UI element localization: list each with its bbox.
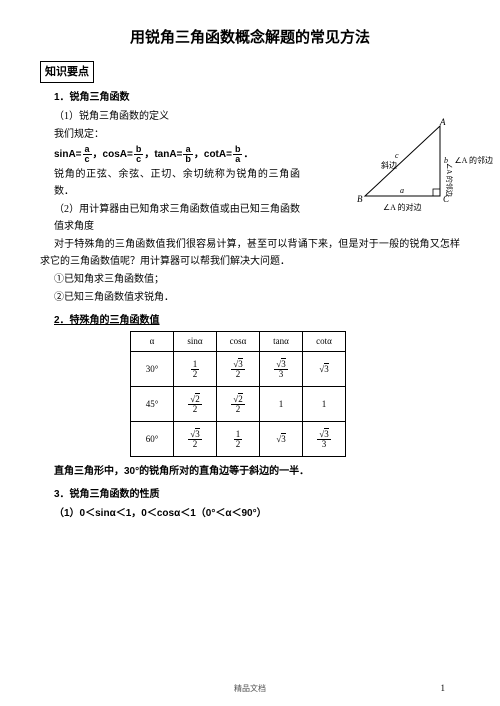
frac-cot: ba: [233, 145, 243, 164]
t-dot: ．: [243, 149, 253, 160]
heading-2: 2．特殊角的三角函数值: [54, 312, 460, 329]
t-cos: ，cosA=: [93, 149, 133, 160]
table-header-row: α sinα cosα tanα cotα: [131, 332, 346, 352]
th-alpha: α: [131, 332, 174, 352]
section-box: 知识要点: [40, 61, 94, 84]
para-7: ②已知三角函数值求锐角．: [54, 289, 460, 306]
t-sin: sinA=: [54, 149, 82, 160]
cell-alpha: 60°: [131, 422, 174, 457]
frac-tan: ab: [183, 145, 193, 164]
footer-center: 精品文档: [0, 682, 500, 696]
para-9: （1）0＜sinα＜1，0＜cosα＜1（0°＜α＜90°）: [54, 505, 460, 522]
lbl-B: B: [357, 194, 363, 204]
page: 用锐角三角函数概念解题的常见方法 知识要点 1．锐角三角函数 （1）锐角三角函数…: [0, 0, 500, 706]
cell-alpha: 30°: [131, 352, 174, 387]
doc-title: 用锐角三角函数概念解题的常见方法: [40, 25, 460, 51]
table-row: 30°12√32√33√3: [131, 352, 346, 387]
lbl-opp2: ∠A 的邻边: [454, 154, 493, 168]
cell-tan: 1: [260, 387, 303, 422]
heading-1: 1．锐角三角函数: [54, 89, 460, 106]
frac-cos: bc: [134, 145, 144, 164]
cell-tan: √33: [260, 352, 303, 387]
t-tan: ，tanA=: [144, 149, 182, 160]
cell-cos: √32: [217, 352, 260, 387]
cell-tan: √3: [260, 422, 303, 457]
para-6: ①已知角求三角函数值；: [54, 271, 460, 288]
lbl-A: A: [439, 118, 446, 127]
lbl-opp: ∠A 的邻边: [445, 163, 454, 197]
triangle-svg: A B C a b c 斜边 ∠A 的邻边 ∠A 的对边: [345, 118, 465, 213]
trig-table: α sinα cosα tanα cotα 30°12√32√33√3 45°√…: [130, 331, 346, 457]
lbl-adj: ∠A 的对边: [383, 202, 422, 212]
cell-cos: √22: [217, 387, 260, 422]
para-4: （2）用计算器由已知角求三角函数值或由已知三角函数值求角度: [54, 201, 300, 235]
cell-cot: 1: [303, 387, 346, 422]
para-5: 对于特殊角的三角函数值我们很容易计算，甚至可以背诵下来，但是对于一般的锐角又怎样…: [40, 236, 460, 270]
para-3: 锐角的正弦、余弦、正切、余切统称为锐角的三角函数．: [54, 166, 300, 200]
table-row: 45°√22√2211: [131, 387, 346, 422]
cell-sin: √32: [174, 422, 217, 457]
cell-cot: √33: [303, 422, 346, 457]
lbl-hyp: 斜边: [381, 160, 397, 170]
th-cot: cotα: [303, 332, 346, 352]
cell-cos: 12: [217, 422, 260, 457]
para-8: 直角三角形中，30°的锐角所对的直角边等于斜边的一半．: [54, 463, 460, 480]
lbl-c: c: [395, 151, 399, 160]
section-header: 知识要点: [40, 61, 460, 84]
cell-sin: 12: [174, 352, 217, 387]
triangle-diagram: A B C a b c 斜边 ∠A 的邻边 ∠A 的对边 ∠A 的邻边: [345, 118, 465, 213]
page-number: 1: [441, 681, 446, 696]
left-col: 锐角的正弦、余弦、正切、余切统称为锐角的三角函数． （2）用计算器由已知角求三角…: [40, 166, 300, 235]
cell-sin: √22: [174, 387, 217, 422]
heading-3: 3．锐角三角函数的性质: [54, 486, 460, 503]
th-tan: tanα: [260, 332, 303, 352]
table-row: 60°√3212√3√33: [131, 422, 346, 457]
cell-alpha: 45°: [131, 387, 174, 422]
lbl-a: a: [400, 186, 404, 195]
th-cos: cosα: [217, 332, 260, 352]
t-cot: ，cotA=: [194, 149, 232, 160]
cell-cot: √3: [303, 352, 346, 387]
frac-sin: ac: [83, 145, 92, 164]
th-sin: sinα: [174, 332, 217, 352]
